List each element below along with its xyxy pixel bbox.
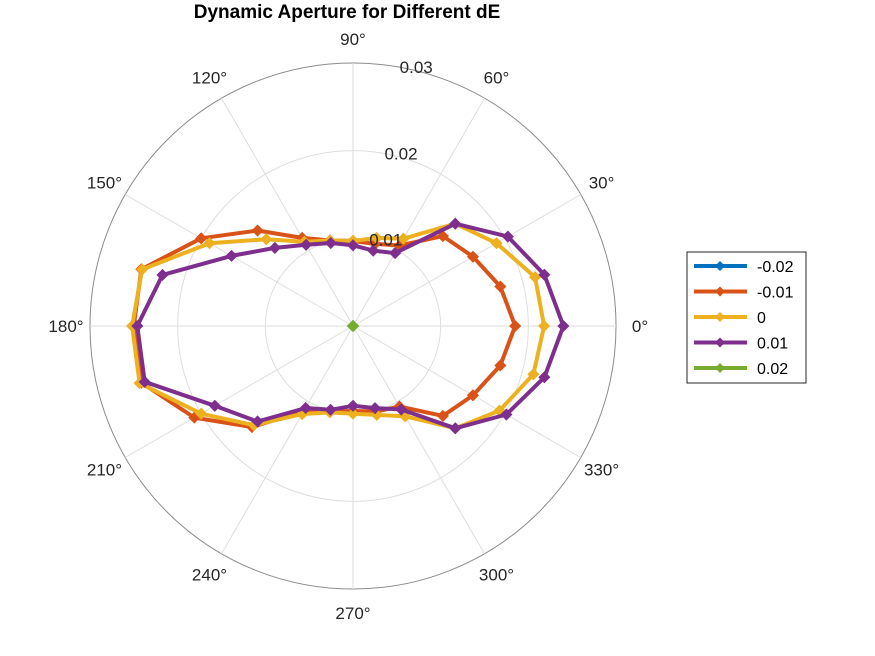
angle-tick-label: 330° [584, 461, 619, 480]
angle-grid-line [124, 194, 354, 327]
angle-grid-line [352, 194, 582, 327]
angle-tick-label: 0° [632, 317, 648, 336]
series-0.02 [346, 319, 360, 333]
legend-item: 0 [694, 310, 766, 327]
legend-marker [715, 261, 725, 271]
data-point [501, 230, 514, 243]
legend-label: -0.02 [757, 259, 794, 276]
data-point [490, 237, 503, 250]
data-point [397, 232, 410, 245]
data-point [136, 263, 149, 276]
data-point [494, 280, 507, 293]
legend-marker [715, 363, 725, 373]
legend-marker [715, 286, 725, 297]
data-point [509, 319, 522, 333]
data-point [494, 359, 507, 372]
data-point [260, 233, 273, 246]
data-point [268, 241, 281, 254]
legend-label: 0.01 [757, 336, 788, 353]
angle-grid-line [124, 325, 354, 458]
data-point [195, 232, 208, 245]
angle-grid-line [352, 325, 485, 555]
angle-tick-label: 90° [340, 30, 366, 49]
angle-tick-label: 240° [192, 566, 227, 585]
radial-tick-label: 0.02 [384, 144, 417, 163]
data-point [449, 422, 462, 435]
series-layer [126, 217, 570, 435]
angle-tick-label: 150° [87, 174, 122, 193]
radial-tick-label: 0.01 [369, 231, 402, 250]
data-point [466, 250, 480, 263]
chart-title: Dynamic Aperture for Different dE [194, 2, 501, 23]
data-point [203, 237, 216, 250]
data-point [346, 399, 360, 412]
data-point [466, 389, 480, 402]
legend-item: -0.02 [694, 259, 794, 276]
data-point [538, 268, 551, 281]
data-point [500, 408, 513, 421]
angle-tick-label: 270° [335, 604, 370, 623]
legend-item: 0.02 [694, 361, 788, 378]
data-point [557, 319, 570, 333]
angle-tick-label: 30° [589, 174, 615, 193]
angle-tick-label: 60° [484, 68, 510, 87]
angle-tick-label: 180° [48, 317, 83, 336]
data-point [299, 401, 312, 415]
data-point [138, 375, 151, 388]
data-point [346, 239, 360, 252]
data-point [346, 407, 360, 420]
legend-marker [715, 312, 725, 322]
data-point [370, 231, 383, 244]
data-point [449, 217, 462, 230]
legend-marker [715, 337, 725, 348]
data-point [538, 371, 551, 384]
data-point [346, 319, 360, 333]
legend: -0.02 -0.01 0 0.01 0.02 [686, 251, 807, 384]
angle-grid-line [221, 325, 354, 555]
data-point [389, 247, 402, 260]
angle-tick-label: 120° [192, 68, 227, 87]
angle-grid-line [352, 325, 582, 458]
angle-grid-line [352, 97, 485, 327]
data-point [538, 319, 551, 333]
data-point [527, 368, 540, 381]
data-point [225, 249, 238, 262]
data-point [368, 402, 382, 415]
legend-label: -0.01 [757, 285, 794, 302]
data-point [529, 271, 542, 284]
data-point [324, 236, 337, 250]
data-point [156, 268, 169, 282]
legend-item: 0.01 [694, 336, 788, 353]
legend-label: 0.02 [757, 361, 788, 378]
data-point [436, 230, 449, 243]
legend-label: 0 [757, 310, 766, 327]
data-point [195, 407, 208, 420]
angle-tick-labels: 0° 30° 60° 90° 120° 150° 180° 210° 240° 270° 300° 3… [48, 30, 648, 623]
angle-grid-line [221, 97, 354, 327]
series-0.01 [131, 217, 570, 435]
data-point [300, 238, 313, 251]
polar-grid [89, 62, 617, 590]
data-point [324, 403, 337, 416]
data-point [395, 403, 408, 416]
radial-tick-labels: 0.01 0.02 0.03 [369, 58, 433, 250]
data-point [131, 319, 144, 333]
data-point [367, 244, 380, 257]
series--0.01 [127, 224, 522, 434]
data-point [436, 409, 449, 422]
data-point [251, 415, 264, 428]
data-point [208, 399, 221, 412]
angle-tick-label: 210° [87, 461, 122, 480]
radial-tick-label: 0.03 [400, 58, 433, 77]
data-point [251, 224, 264, 237]
legend-item: -0.01 [694, 285, 794, 302]
angle-tick-label: 300° [479, 566, 514, 585]
